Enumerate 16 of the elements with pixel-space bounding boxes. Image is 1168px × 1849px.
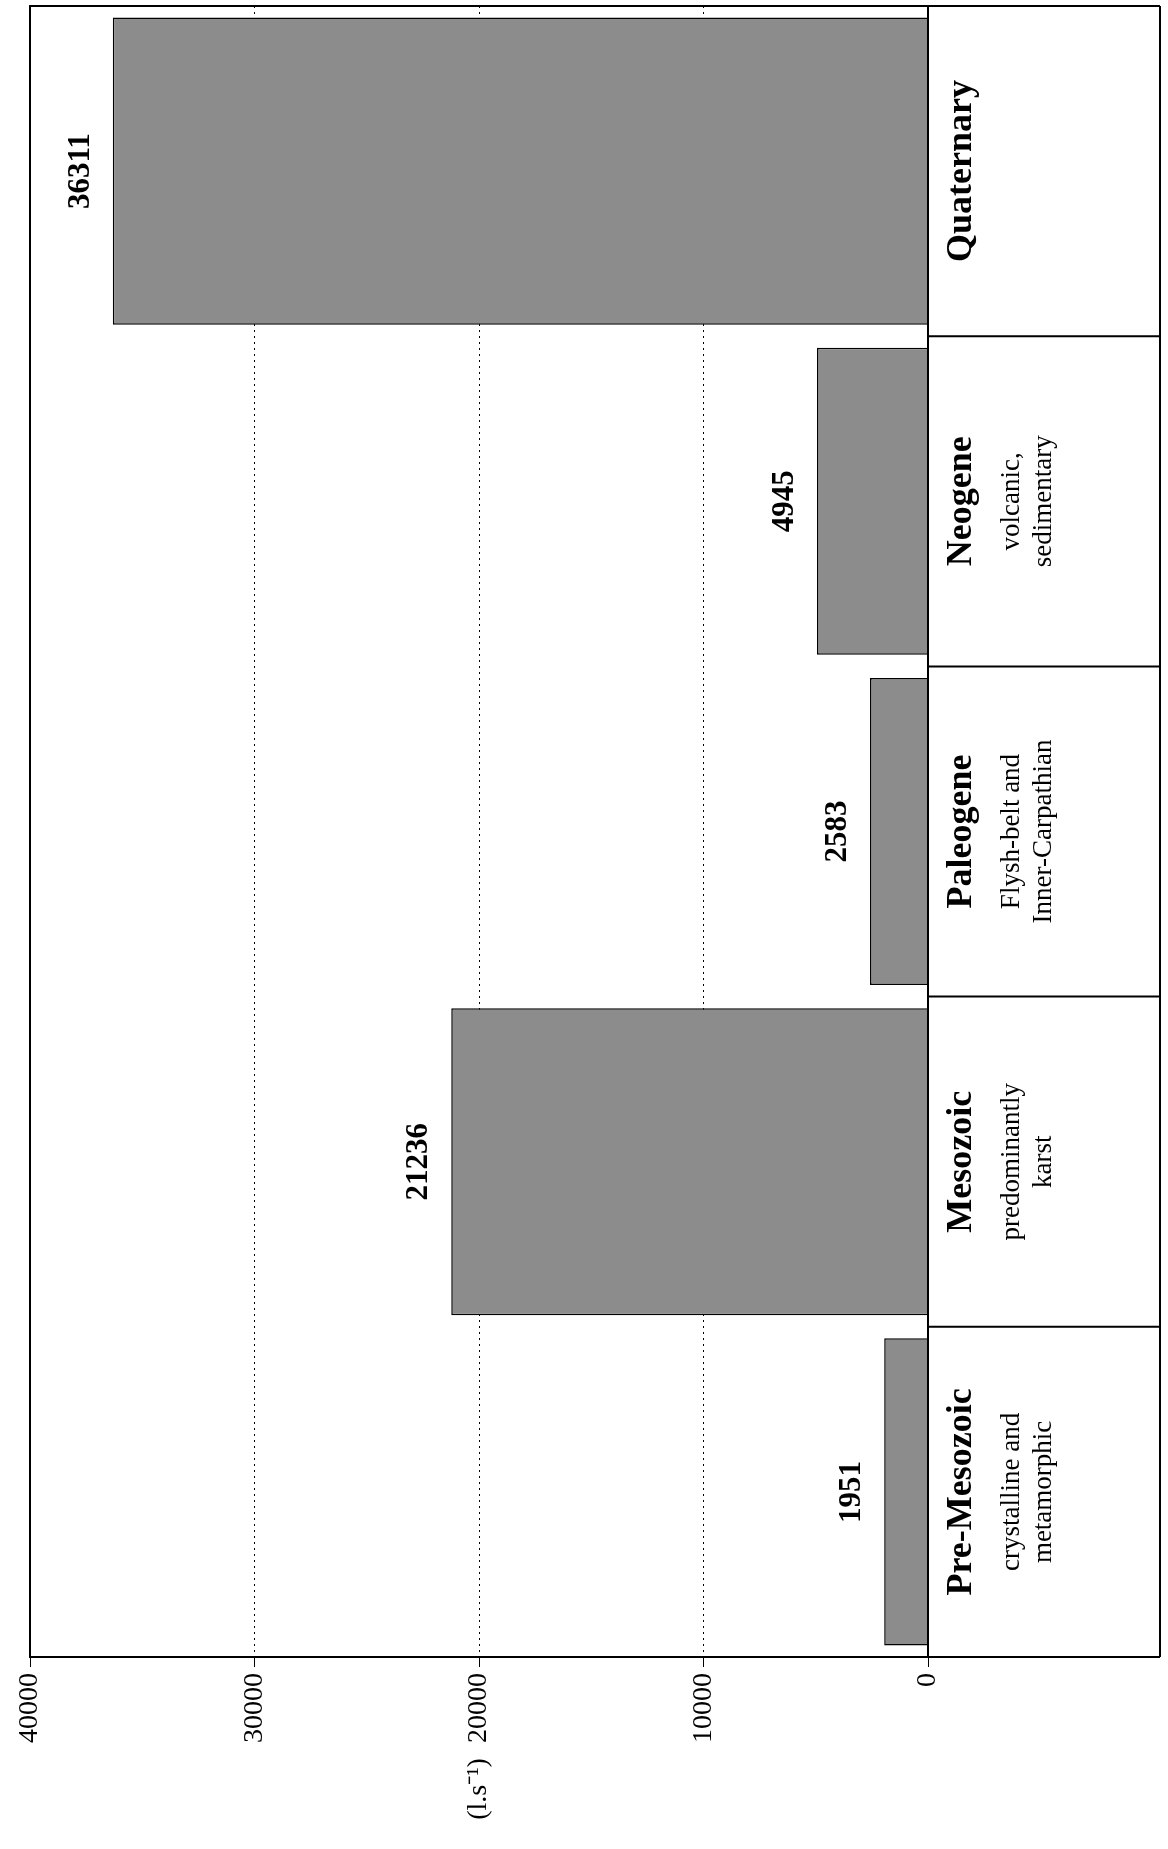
y-tick-label: Paleogene Flysh-belt and Inner-Carpathian — [939, 739, 1058, 924]
data-label: 36311 — [60, 133, 96, 209]
x-tick-label: 30000 — [236, 1673, 268, 1743]
data-label: 21236 — [399, 1122, 435, 1201]
y-tick-label: Pre-Mesozoic crystalline and metamorphic — [939, 1388, 1058, 1596]
data-label: 4945 — [765, 470, 800, 533]
x-tick-label: 10000 — [685, 1673, 717, 1743]
y-tick-label: Mesozoic predominantly karst — [939, 1082, 1058, 1241]
y-axis-title: (l.s⁻¹) — [461, 1758, 493, 1820]
x-tick-label: 0 — [910, 1673, 942, 1687]
data-label: 2583 — [818, 800, 854, 863]
y-tick-label: Quaternary — [939, 80, 980, 263]
y-tick-label: Neogene volcanic, sedimentary — [939, 434, 1058, 568]
data-label: 1951 — [832, 1460, 868, 1523]
x-tick-label: 20000 — [461, 1673, 493, 1743]
x-tick-label: 40000 — [12, 1673, 44, 1743]
